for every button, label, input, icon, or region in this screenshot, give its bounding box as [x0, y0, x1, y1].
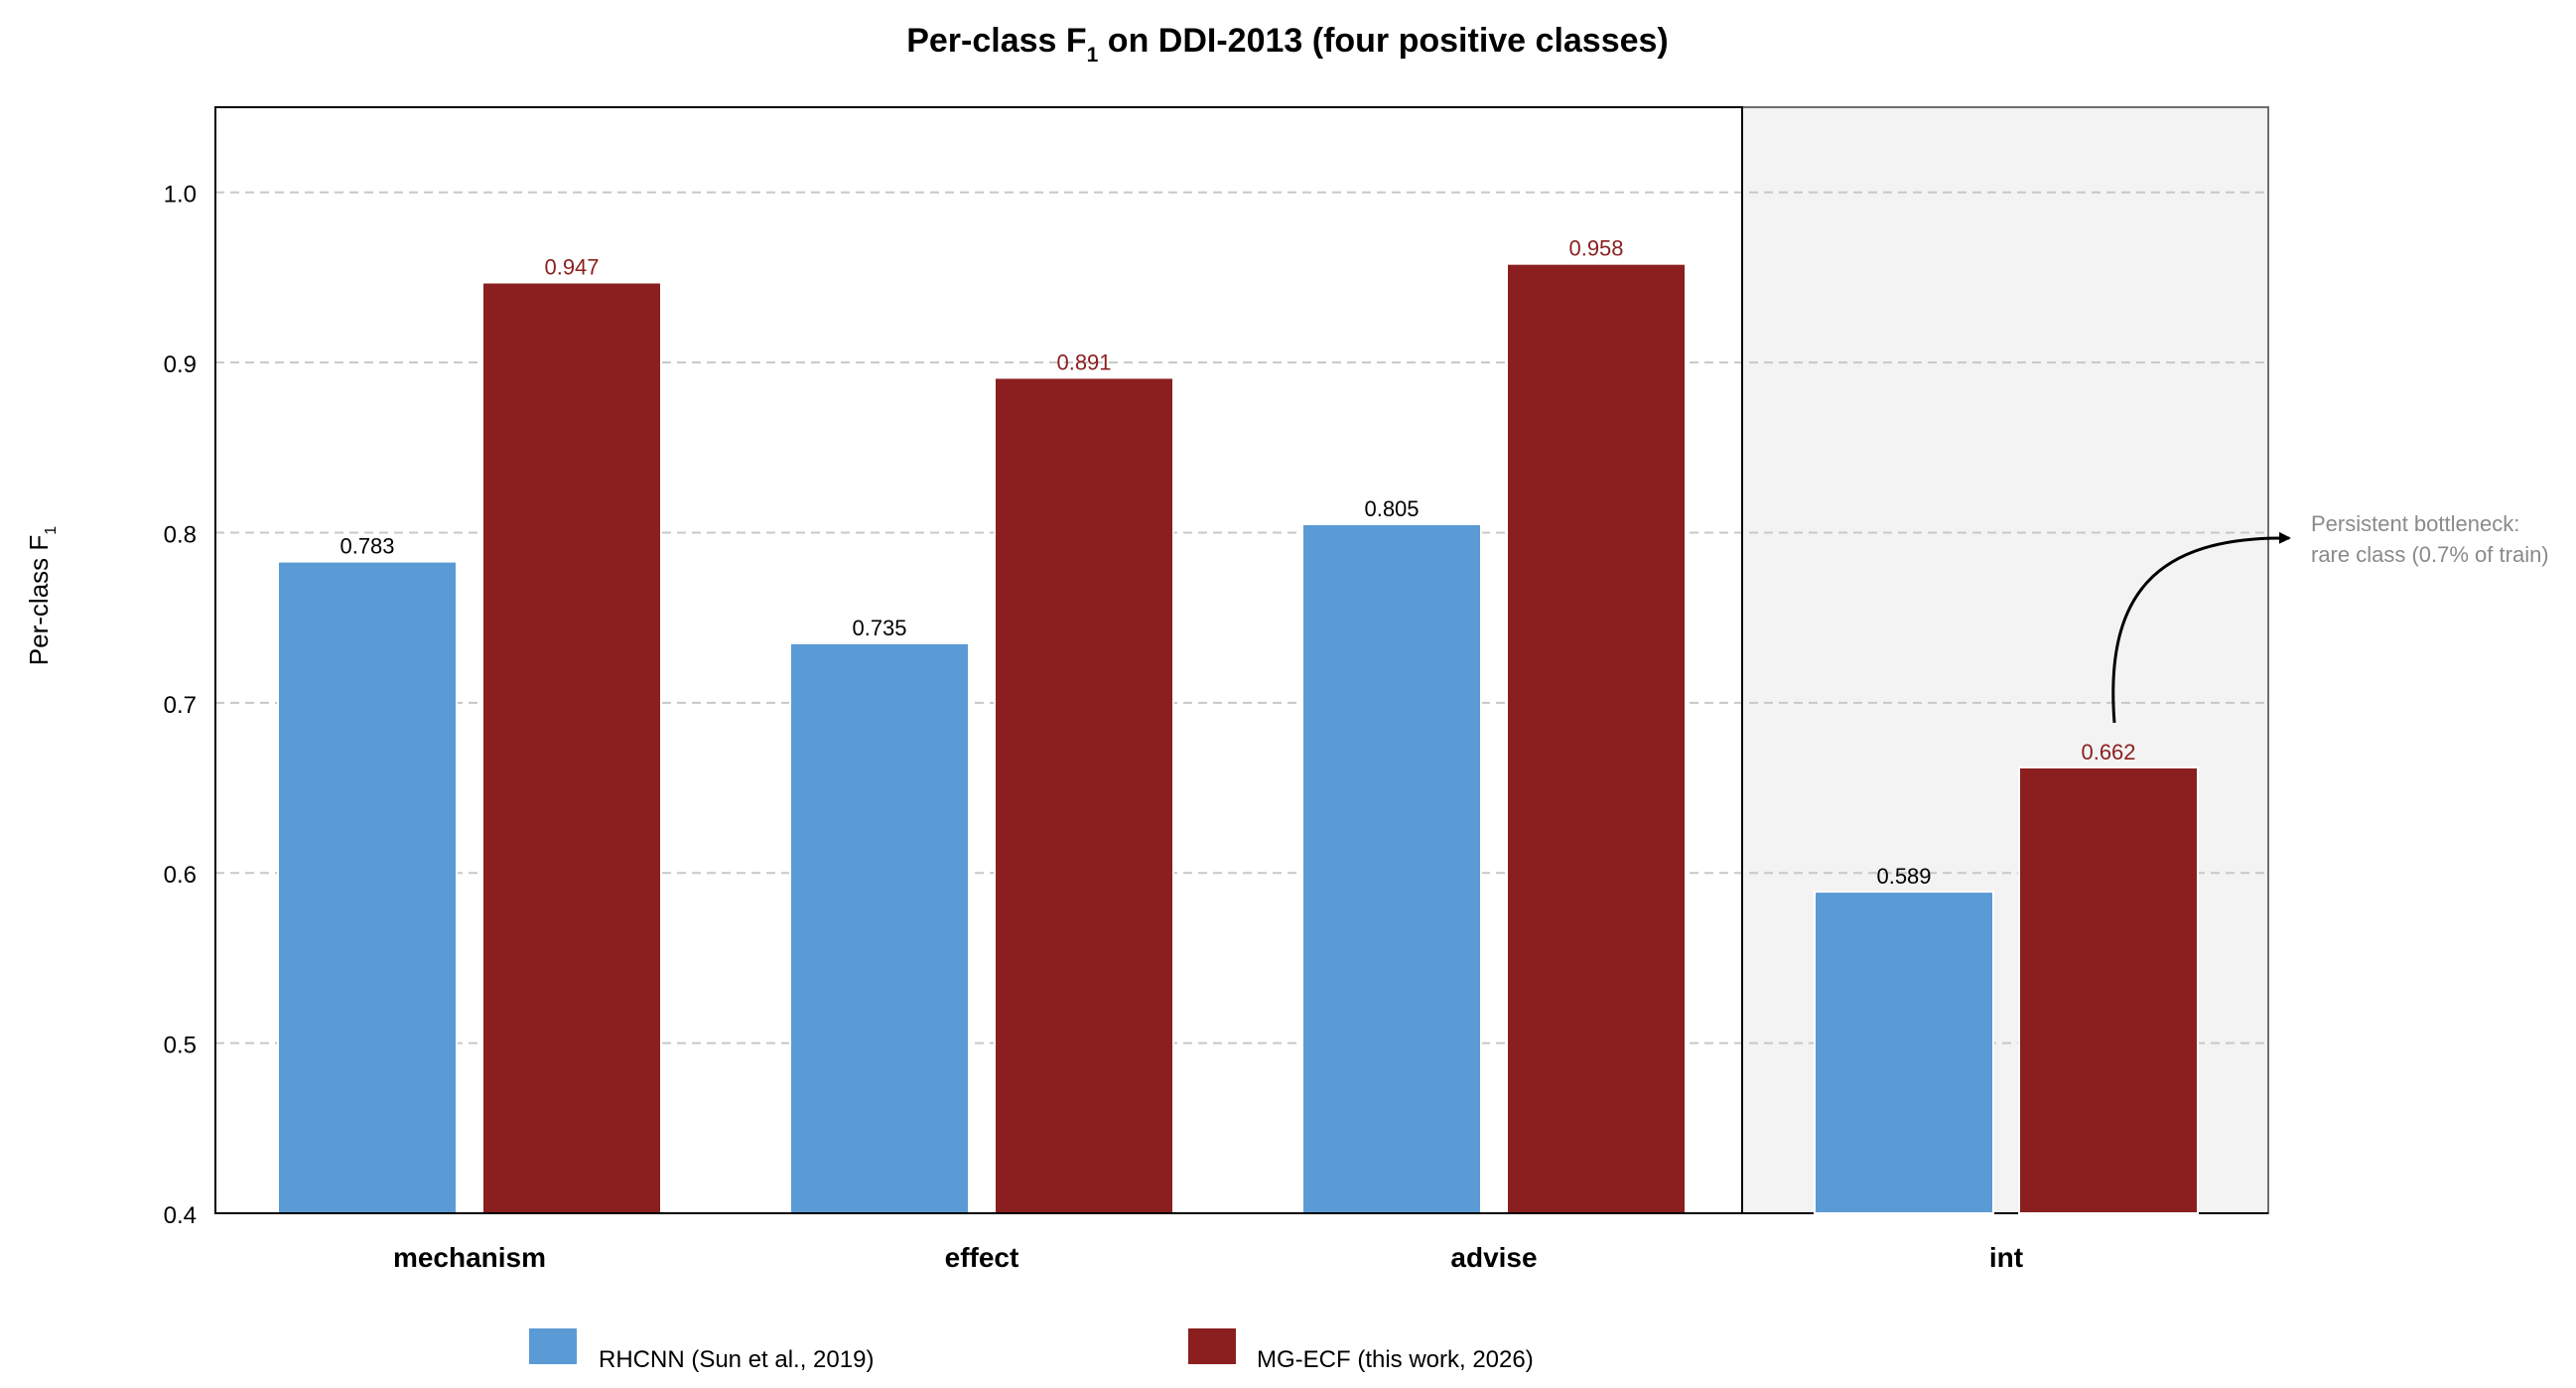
data-label-mgecf-mechanism: 0.947 [544, 255, 599, 280]
legend-label-rhcnn: RHCNN (Sun et al., 2019) [599, 1346, 874, 1373]
data-label-mgecf-advise: 0.958 [1568, 236, 1623, 261]
annotation-line-2: rare class (0.7% of train) [2311, 542, 2549, 567]
category-label-int: int [1989, 1242, 2023, 1273]
annotation-line-1: Persistent bottleneck: [2311, 511, 2519, 536]
annotation-arrow [2111, 531, 2291, 724]
bar-rhcnn-int [1814, 891, 1994, 1214]
category-label-mechanism: mechanism [393, 1242, 546, 1273]
y-axis-ticks: 0.4 0.5 0.6 0.7 0.8 0.9 1.0 [164, 182, 197, 1229]
legend-label-mgecf: MG-ECF (this work, 2026) [1257, 1346, 1534, 1373]
y-tick-label: 1.0 [164, 182, 197, 208]
category-label-advise: advise [1450, 1242, 1537, 1273]
category-label-effect: effect [945, 1242, 1019, 1273]
y-tick-label: 0.5 [164, 1033, 197, 1059]
y-tick-label: 0.9 [164, 351, 197, 378]
legend: RHCNN (Sun et al., 2019) MG-ECF (this wo… [529, 1328, 1534, 1373]
chart-title: Per-class F1 on DDI-2013 (four positive … [906, 22, 1669, 67]
bar-mgecf-mechanism [481, 281, 662, 1214]
bar-rhcnn-mechanism [277, 560, 458, 1214]
bar-rhcnn-advise [1301, 522, 1482, 1214]
bar-mgecf-int [2018, 765, 2199, 1214]
x-axis-ticks: mechanism effect advise int [393, 1242, 2023, 1273]
bar-mgecf-effect [994, 376, 1174, 1214]
y-axis-label: Per-class F1 [24, 526, 60, 665]
data-label-rhcnn-advise: 0.805 [1364, 496, 1419, 521]
data-label-rhcnn-int: 0.589 [1876, 864, 1931, 889]
data-label-mgecf-effect: 0.891 [1056, 350, 1111, 375]
y-tick-label: 0.6 [164, 862, 197, 889]
data-label-rhcnn-effect: 0.735 [852, 616, 906, 640]
bars: 0.783 0.947 0.735 0.891 0.805 0.958 0.589 0.662 [277, 236, 2199, 1215]
y-tick-label: 0.7 [164, 692, 197, 719]
data-label-rhcnn-mechanism: 0.783 [339, 534, 394, 559]
legend-swatch-mgecf [1188, 1328, 1236, 1364]
bar-mgecf-advise [1506, 262, 1687, 1215]
y-tick-label: 0.4 [164, 1202, 197, 1229]
y-tick-label: 0.8 [164, 521, 197, 548]
data-label-mgecf-int: 0.662 [2081, 740, 2135, 764]
plot-frame [214, 106, 1743, 1214]
legend-swatch-rhcnn [529, 1328, 577, 1364]
bar-rhcnn-effect [789, 641, 970, 1214]
